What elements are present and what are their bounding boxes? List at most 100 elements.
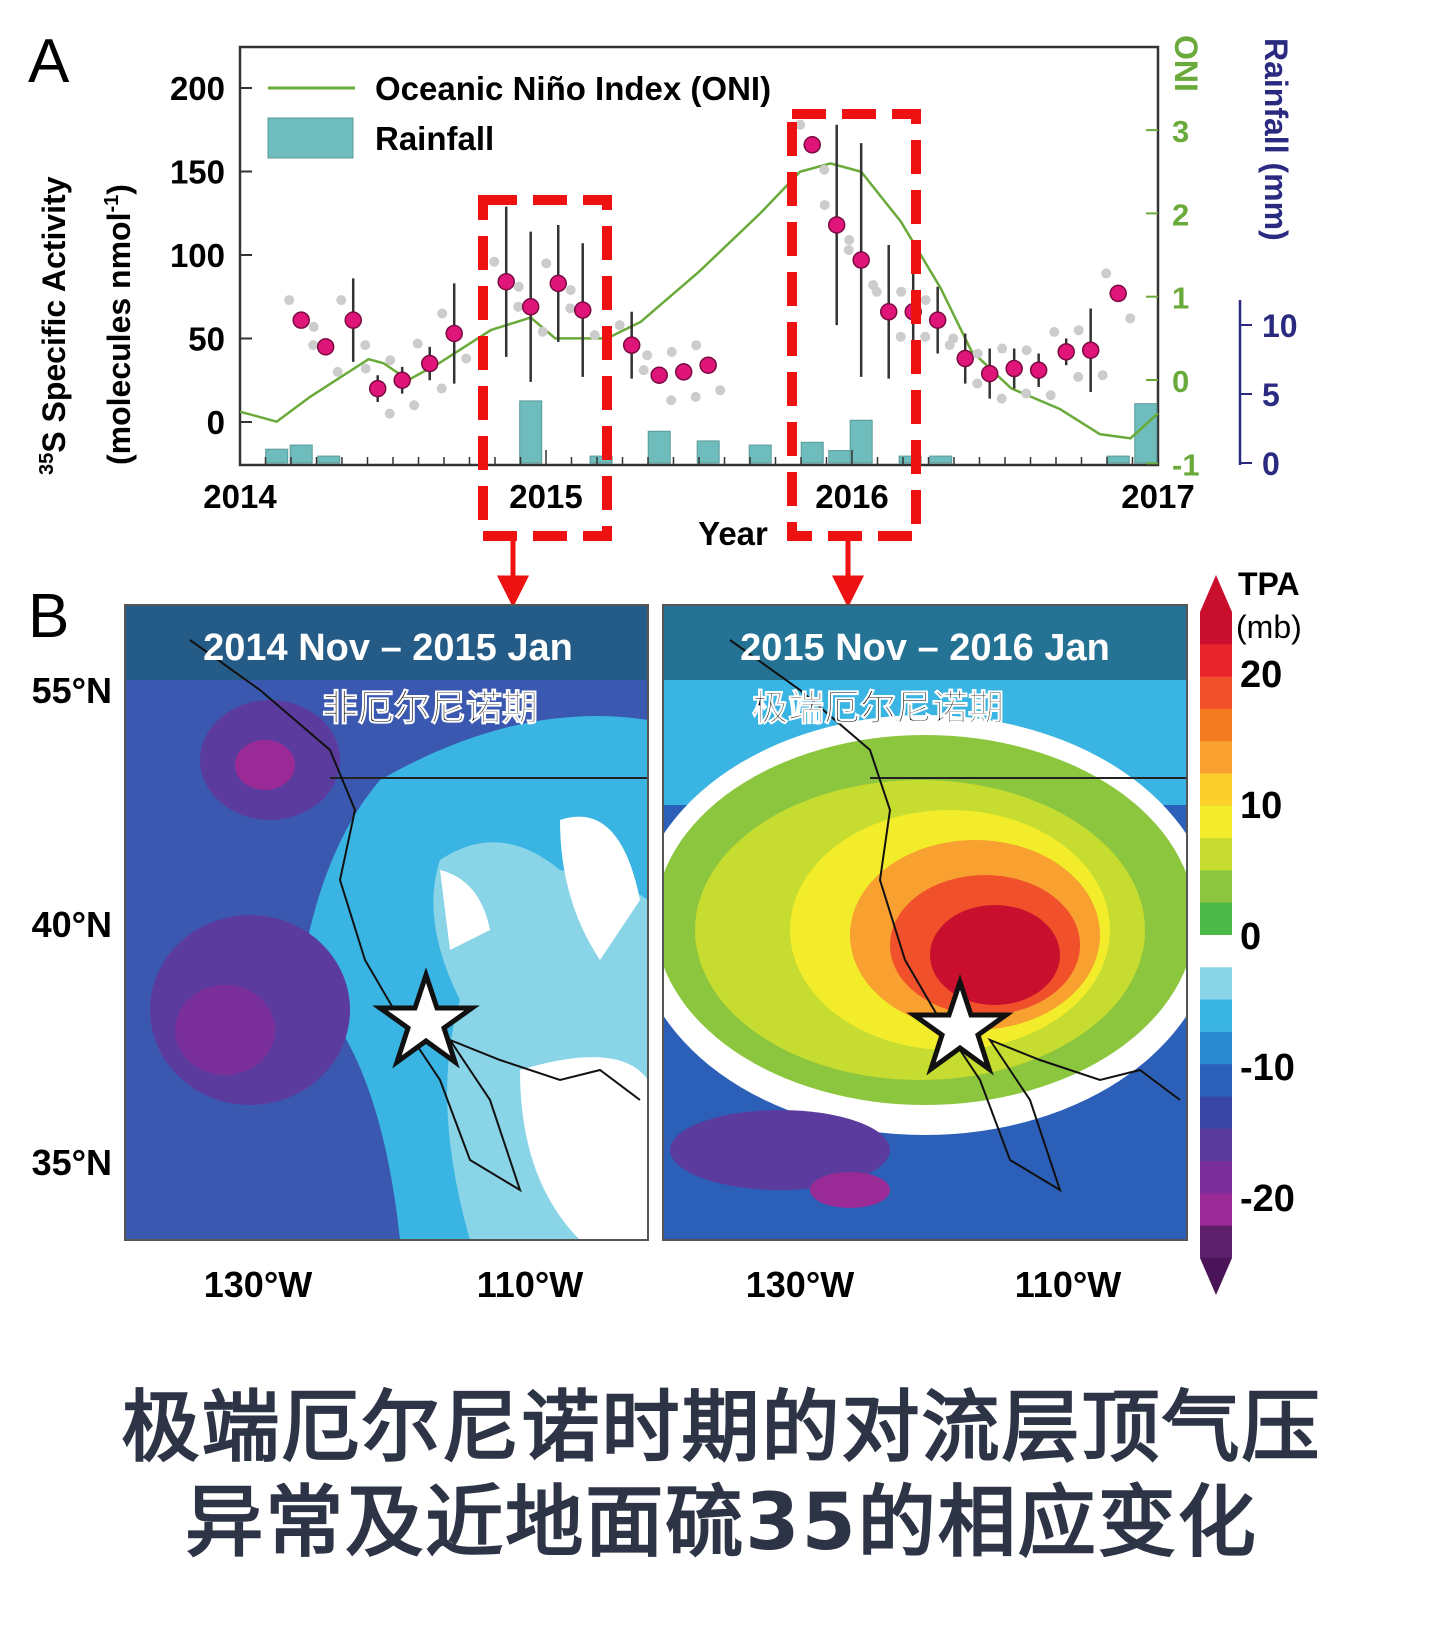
- legend-rain: Rainfall: [375, 120, 494, 157]
- rainfall-bar: [828, 450, 852, 464]
- colorbar: 20 10 0 -10 -20: [1200, 575, 1295, 1295]
- panel-a-label: A: [28, 27, 70, 96]
- data-point: [497, 272, 515, 291]
- rainfall-bar: [929, 455, 953, 464]
- daily-point: [436, 383, 447, 394]
- daily-point: [691, 340, 702, 351]
- daily-point: [284, 295, 295, 306]
- colorbar-segment: [1200, 612, 1232, 645]
- colorbar-segment: [1200, 644, 1232, 678]
- map-left-frame: [124, 604, 649, 1241]
- data-point: [622, 336, 641, 354]
- lat-tick-35: 35°N: [32, 1142, 112, 1183]
- data-point: [803, 136, 821, 154]
- data-point: [1081, 341, 1100, 359]
- caption-line-1: 极端厄尔尼诺时期的对流层顶气压: [121, 1383, 1322, 1473]
- daily-point: [1125, 313, 1136, 324]
- data-point: [316, 338, 335, 356]
- colorbar-segment: [1200, 1193, 1232, 1227]
- x-tick-label: 2017: [1121, 478, 1194, 515]
- colorbar-segment: [1200, 1031, 1232, 1065]
- daily-point: [920, 295, 931, 306]
- map-left: [125, 605, 648, 1240]
- lon-tick-right-110: 110°W: [1015, 1264, 1121, 1305]
- daily-point: [308, 321, 319, 332]
- lat-tick-40: 40°N: [32, 904, 112, 945]
- rainfall-axis-label: Rainfall (mm): [1258, 38, 1294, 241]
- daily-point: [1021, 345, 1032, 356]
- data-point: [980, 364, 999, 383]
- daily-point: [565, 285, 576, 296]
- daily-point: [920, 331, 931, 342]
- daily-point: [895, 331, 906, 342]
- colorbar-tick-label: -10: [1240, 1047, 1295, 1089]
- lat-tick-55: 55°N: [32, 670, 112, 711]
- legend-oni: Oceanic Niño Index (ONI): [375, 70, 771, 107]
- colorbar-segment: [1200, 773, 1232, 807]
- data-point: [1057, 343, 1075, 361]
- daily-point: [513, 281, 524, 292]
- rainfall-tick-label: 0: [1262, 446, 1280, 482]
- daily-point: [513, 301, 524, 312]
- data-point: [650, 366, 668, 384]
- daily-point: [537, 326, 548, 337]
- rainfall-tick-label: 5: [1262, 377, 1280, 413]
- lon-tick-left-110: 110°W: [477, 1264, 583, 1305]
- rainfall-bar: [265, 448, 289, 464]
- daily-point: [385, 355, 396, 366]
- x-axis-label: Year: [698, 515, 768, 552]
- daily-point: [690, 391, 701, 402]
- colorbar-tick-label: 10: [1240, 785, 1282, 827]
- daily-point: [1073, 371, 1084, 382]
- daily-point: [332, 366, 343, 377]
- data-point: [1109, 284, 1127, 303]
- daily-point: [1073, 325, 1084, 336]
- colorbar-segment: [1200, 935, 1232, 968]
- colorbar-segment: [1200, 708, 1232, 742]
- colorbar-arrow-bottom: [1200, 1258, 1232, 1295]
- rainfall-bar: [1134, 403, 1158, 464]
- colorbar-tick-label: -20: [1240, 1178, 1295, 1220]
- colorbar-segment: [1200, 1225, 1232, 1259]
- daily-point: [666, 395, 677, 406]
- colorbar-segment: [1200, 1128, 1232, 1162]
- daily-point: [409, 400, 420, 411]
- daily-point: [360, 340, 371, 351]
- lon-tick-left-130: 130°W: [204, 1264, 312, 1305]
- y-tick-label: 0: [207, 404, 225, 441]
- daily-point: [614, 320, 625, 331]
- daily-point: [437, 308, 448, 319]
- daily-point: [795, 119, 806, 130]
- colorbar-segment: [1200, 1161, 1232, 1194]
- daily-point: [843, 244, 854, 255]
- y-tick-label: 150: [170, 154, 225, 191]
- colorbar-segment: [1200, 967, 1232, 1001]
- daily-point: [715, 385, 726, 396]
- daily-point: [972, 378, 983, 389]
- colorbar-segment: [1200, 999, 1232, 1033]
- data-point: [573, 301, 592, 319]
- map-left-subtitle: 非厄尔尼诺期: [322, 687, 538, 728]
- data-point: [420, 354, 439, 373]
- daily-point: [489, 256, 500, 267]
- map-right-title: 2015 Nov – 2016 Jan: [740, 627, 1110, 669]
- y-axis-label: 35S Specific Activity: [36, 176, 72, 475]
- data-point: [699, 356, 717, 374]
- lon-tick-right-130: 130°W: [746, 1264, 854, 1305]
- daily-point: [1049, 326, 1060, 337]
- rainfall-bar: [317, 455, 341, 464]
- daily-point: [871, 286, 882, 297]
- map-right: [663, 605, 1187, 1240]
- daily-point: [896, 286, 907, 297]
- data-point: [956, 349, 974, 368]
- daily-point: [642, 350, 653, 361]
- daily-point: [1097, 370, 1108, 381]
- y-axis-label-units: (molecules nmol-1): [101, 184, 137, 465]
- star-marker-left: [372, 967, 480, 1069]
- data-point: [1029, 361, 1048, 379]
- daily-point: [336, 295, 347, 306]
- data-point: [674, 363, 693, 381]
- highlight-box-2016: [787, 109, 921, 541]
- map-right-frame: [662, 604, 1188, 1241]
